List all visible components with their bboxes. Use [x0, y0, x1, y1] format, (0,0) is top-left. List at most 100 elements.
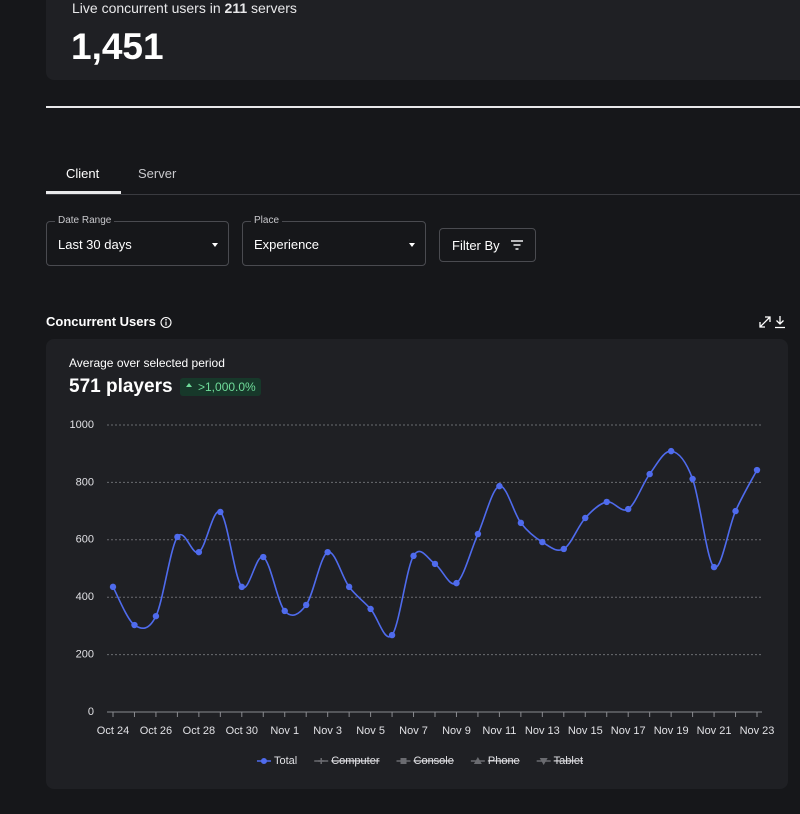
point [410, 552, 417, 560]
legend-item[interactable]: Total [256, 755, 297, 767]
live-card: Live concurrent users in 211 servers 1,4… [46, 0, 800, 80]
point [496, 482, 503, 490]
caret [409, 243, 415, 247]
point [732, 507, 739, 515]
section-title: Concurrent Users [46, 314, 156, 329]
server-count: 211 [224, 0, 248, 16]
y-tick-label: 400 [76, 591, 94, 603]
date-range-dropdown[interactable]: Date Range Last 30 days [46, 215, 229, 266]
legend-symbol [318, 758, 325, 764]
point [238, 583, 245, 591]
point [217, 508, 224, 516]
point [174, 533, 181, 541]
legend-symbol [473, 757, 482, 764]
legend-label: Console [414, 755, 454, 767]
legend-symbol [539, 758, 548, 765]
point [753, 466, 761, 474]
live-text: Live concurrent users in 211 servers [72, 0, 297, 16]
change-badge: >1,000.0% [180, 378, 261, 396]
point [260, 553, 267, 561]
point [646, 470, 653, 478]
info-icon[interactable] [160, 316, 173, 329]
x-tick-label: Nov 13 [525, 725, 560, 737]
x-tick-label: Oct 30 [226, 725, 258, 737]
y-tick-label: 800 [76, 476, 94, 488]
point [474, 530, 482, 538]
legend-item[interactable]: Console [396, 755, 454, 767]
dropdown-label: Place [251, 215, 283, 226]
tab-divider [46, 194, 800, 195]
filter-button[interactable]: Filter By [439, 228, 536, 262]
point [131, 621, 138, 629]
x-tick-label: Nov 15 [568, 725, 603, 737]
y-tick-label: 200 [76, 649, 94, 661]
point [539, 538, 546, 546]
legend-symbol [260, 758, 267, 764]
point [367, 605, 374, 613]
legend-label: Phone [488, 755, 520, 767]
point [625, 505, 632, 513]
filter-icon [511, 240, 523, 250]
dropdown-value: Last 30 days [58, 237, 132, 252]
x-tick-label: Nov 23 [740, 725, 775, 737]
point [517, 519, 525, 527]
tab-server[interactable]: Server [138, 166, 177, 181]
y-tick-label: 600 [76, 534, 94, 546]
point [710, 563, 718, 571]
point [324, 548, 331, 556]
live-prefix: Live concurrent users in [72, 0, 221, 16]
x-tick-label: Nov 11 [482, 725, 516, 737]
legend-label: Tablet [554, 755, 583, 767]
x-tick-label: Oct 26 [140, 725, 172, 737]
place-dropdown[interactable]: Place Experience [242, 215, 426, 266]
line [112, 450, 758, 638]
point [667, 447, 675, 455]
legend-label: Computer [331, 755, 380, 767]
point [689, 475, 696, 483]
point [453, 579, 460, 587]
y-tick-label: 1000 [70, 419, 94, 431]
summary-value: 571 players [69, 376, 173, 397]
x-tick-label: Nov 21 [697, 725, 732, 737]
caret [212, 243, 218, 247]
legend-item[interactable]: Computer [314, 755, 380, 767]
legend-label: Total [274, 755, 297, 767]
x-tick-label: Nov 5 [356, 725, 385, 737]
tab-client[interactable]: Client [66, 166, 100, 181]
point [431, 560, 439, 568]
y-tick-label: 0 [88, 706, 94, 718]
point [109, 583, 117, 591]
point [603, 498, 610, 506]
x-tick-label: Nov 19 [654, 725, 689, 737]
live-users: 1,451 [71, 26, 164, 67]
legend-item[interactable]: Phone [470, 755, 520, 767]
point [303, 601, 310, 609]
separator [46, 106, 800, 108]
point [345, 583, 353, 591]
x-tick-label: Nov 17 [611, 725, 646, 737]
dropdown-value: Experience [254, 237, 320, 252]
point [582, 514, 589, 522]
live-suffix: servers [251, 0, 297, 16]
filter-label: Filter By [452, 238, 500, 253]
x-tick-label: Nov 7 [399, 725, 428, 737]
legend: Total Computer Console Phone Tablet [256, 755, 583, 767]
point [195, 548, 203, 556]
x-tick-label: Oct 24 [97, 725, 129, 737]
point [152, 612, 160, 620]
chart: 0 200 400 600 800 1000 Oct 24 Oct 26 Oct 28 Oct 3… [70, 419, 775, 767]
point [388, 631, 396, 639]
x-tick-label: Nov 9 [442, 725, 471, 737]
summary-caption: Average over selected period [69, 356, 225, 370]
dropdown-label: Date Range [55, 215, 115, 226]
chart-card: Average over selected period 571 players… [46, 339, 788, 789]
point [281, 607, 288, 615]
tab-indicator [46, 191, 121, 194]
chart-actions[interactable] [759, 315, 789, 329]
point [560, 545, 567, 553]
x-tick-label: Nov 1 [270, 725, 299, 737]
x-tick-label: Oct 28 [183, 725, 215, 737]
legend-item[interactable]: Tablet [536, 755, 583, 767]
legend-symbol [400, 758, 407, 764]
